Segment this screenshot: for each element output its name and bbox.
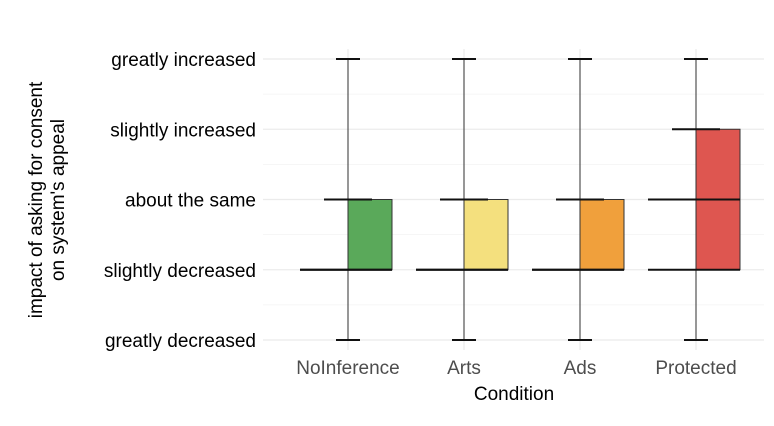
- box-arts: [416, 58, 509, 341]
- chart-marks: [300, 58, 741, 341]
- y-tick-label: slightly decreased: [104, 261, 256, 282]
- box-protected: [648, 58, 741, 341]
- box-noinference: [300, 58, 393, 341]
- x-tick-label: NoInference: [296, 358, 400, 379]
- x-tick-label: Protected: [655, 358, 736, 379]
- y-tick-label: about the same: [125, 191, 256, 212]
- x-tick-label: Ads: [564, 358, 597, 379]
- box: [579, 199, 625, 271]
- y-axis-title-line-1: impact of asking for consent: [26, 81, 47, 318]
- x-axis-title: Condition: [474, 384, 554, 405]
- x-tick-label: Arts: [447, 358, 481, 379]
- y-tick-labels: greatly decreased slightly decreased about…: [104, 50, 256, 352]
- y-axis-title-line-2: on system's appeal: [48, 119, 69, 281]
- y-tick-label: slightly increased: [110, 120, 256, 141]
- x-tick-labels: NoInference Arts Ads Protected: [296, 358, 736, 379]
- y-tick-label: greatly increased: [111, 50, 256, 71]
- box-ads: [532, 58, 625, 341]
- box: [463, 199, 509, 271]
- box: [347, 199, 393, 271]
- y-tick-label: greatly decreased: [105, 331, 256, 352]
